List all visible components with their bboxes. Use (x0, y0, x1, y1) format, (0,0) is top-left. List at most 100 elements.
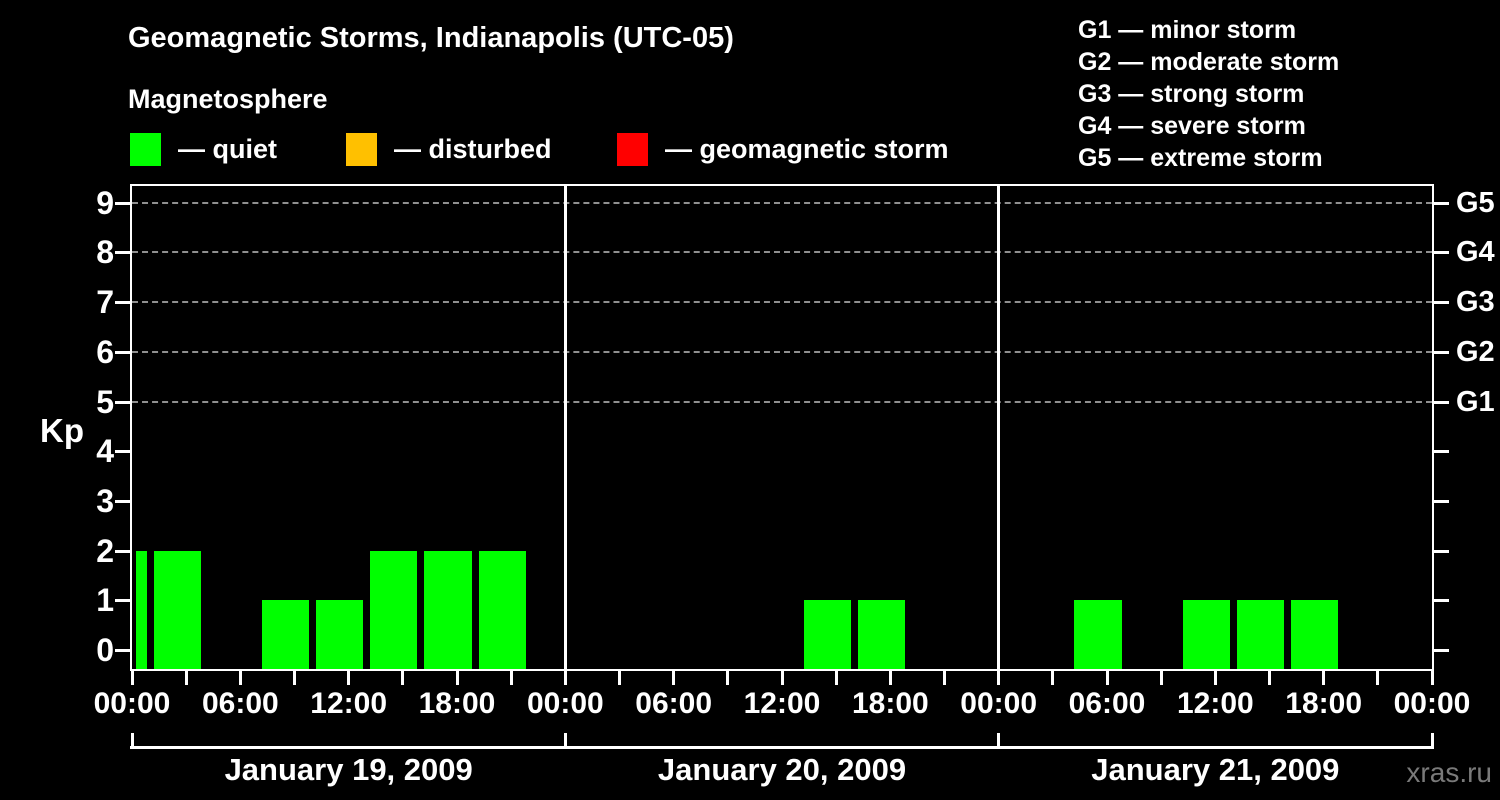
kp-bar (135, 550, 147, 669)
time-tick-label: 18:00 (851, 687, 929, 720)
bracket-tick (130, 733, 134, 749)
g-tick-label: G2 (1456, 335, 1495, 368)
kp-tick-left (115, 450, 130, 454)
date-label: January 19, 2009 (224, 752, 473, 787)
kp-tick-label: 2 (96, 532, 114, 569)
time-tick (943, 671, 946, 685)
panel-divider (997, 186, 1001, 669)
g-tick-label: G4 (1456, 236, 1495, 269)
g-scale-legend: G1 — minor storm G2 — moderate storm G3 — … (1078, 14, 1339, 174)
gridline-kp6 (132, 350, 1432, 353)
kp-tick-right (1434, 301, 1449, 305)
kp-tick-label: 9 (96, 184, 114, 221)
kp-bar (153, 550, 201, 669)
time-tick-label: 00:00 (960, 687, 1038, 720)
panel-divider (563, 186, 567, 669)
time-tick (780, 671, 784, 685)
kp-tick-right (1434, 350, 1449, 354)
time-tick-label: 12:00 (310, 687, 388, 720)
date-label: January 20, 2009 (657, 752, 907, 787)
bracket-tick (563, 733, 567, 749)
g-legend-line: G3 — strong storm (1078, 80, 1305, 108)
legend-item-disturbed: — disturbed (346, 133, 552, 166)
time-tick (1322, 671, 1326, 685)
time-tick (1051, 671, 1055, 685)
g-legend-line: G2 — moderate storm (1078, 48, 1340, 76)
time-tick-label: 12:00 (743, 687, 821, 720)
time-tick (726, 671, 730, 685)
kp-bar (316, 600, 364, 669)
gridline-kp7 (132, 301, 1432, 304)
kp-tick-left (115, 201, 130, 205)
time-tick-label: 00:00 (526, 687, 604, 720)
kp-tick-left (115, 499, 130, 503)
kp-tick-label: 0 (96, 632, 114, 668)
kp-tick-label: 8 (96, 234, 114, 271)
kp-tick-label: 7 (96, 284, 114, 321)
time-tick (509, 671, 513, 685)
kp-axis-label: Kp (40, 412, 84, 449)
kp-tick-right (1434, 400, 1449, 404)
bracket-tick (997, 733, 1001, 749)
kp-bar (857, 600, 905, 669)
kp-tick-right (1434, 599, 1449, 603)
kp-tick-left (115, 350, 130, 354)
kp-bar (1236, 600, 1285, 669)
kp-tick-left (115, 400, 130, 404)
legend-item-geomagnetic-storm: — geomagnetic storm (617, 133, 949, 166)
chart-title: Geomagnetic Storms, Indianapolis (UTC-05… (128, 22, 734, 54)
kp-bar (1291, 600, 1339, 669)
gridline-kp5 (132, 400, 1432, 403)
kp-tick-label: 1 (96, 582, 114, 619)
kp-bar (424, 550, 472, 669)
g-legend-line: G1 — minor storm (1078, 16, 1297, 44)
time-tick-label: 18:00 (1285, 687, 1363, 720)
kp-bar (261, 600, 310, 669)
bracket-tick (1430, 733, 1434, 749)
kp-bar (370, 550, 418, 669)
kp-tick-label: 5 (96, 383, 114, 420)
time-tick (563, 671, 567, 685)
kp-tick-left (115, 301, 130, 305)
quiet-swatch-icon (130, 133, 161, 166)
time-tick-label: 06:00 (1068, 687, 1146, 720)
kp-tick-right (1434, 201, 1449, 205)
time-tick (347, 671, 351, 685)
g-tick-label: G5 (1456, 186, 1495, 219)
time-tick (618, 671, 621, 685)
time-tick (1105, 671, 1109, 685)
kp-tick-left (115, 599, 130, 603)
geomagnetic-storm-swatch-icon (617, 133, 648, 166)
kp-tick-right (1434, 649, 1449, 652)
time-tick-label: 06:00 (201, 687, 279, 720)
g-tick-label: G3 (1456, 286, 1495, 319)
kp-tick-right (1434, 549, 1449, 553)
disturbed-swatch-icon (346, 133, 377, 166)
gridline-kp9 (132, 201, 1432, 204)
time-tick (1376, 671, 1380, 685)
legend-item-label: — disturbed (394, 134, 552, 164)
time-tick (238, 671, 242, 685)
time-tick (1430, 671, 1434, 685)
time-tick-label: 00:00 (93, 687, 171, 720)
magnetosphere-subtitle: Magnetosphere (128, 84, 328, 114)
kp-tick-left (115, 649, 130, 652)
kp-tick-label: 3 (96, 482, 114, 519)
kp-bar (1182, 600, 1230, 669)
time-tick (130, 671, 134, 685)
day-bracket-line (130, 746, 1434, 749)
time-tick (888, 671, 892, 685)
gridline-kp8 (132, 251, 1432, 254)
kp-tick-left (115, 251, 130, 255)
time-tick (997, 671, 1001, 685)
time-tick (401, 671, 405, 685)
kp-tick-right (1434, 450, 1449, 454)
time-tick (184, 671, 188, 685)
kp-tick-label: 6 (96, 333, 114, 370)
kp-tick-right (1434, 251, 1449, 255)
time-tick (1268, 671, 1271, 685)
time-tick (834, 671, 838, 685)
time-tick (1159, 671, 1163, 685)
kp-tick-right (1434, 499, 1449, 503)
time-tick-label: 18:00 (418, 687, 496, 720)
